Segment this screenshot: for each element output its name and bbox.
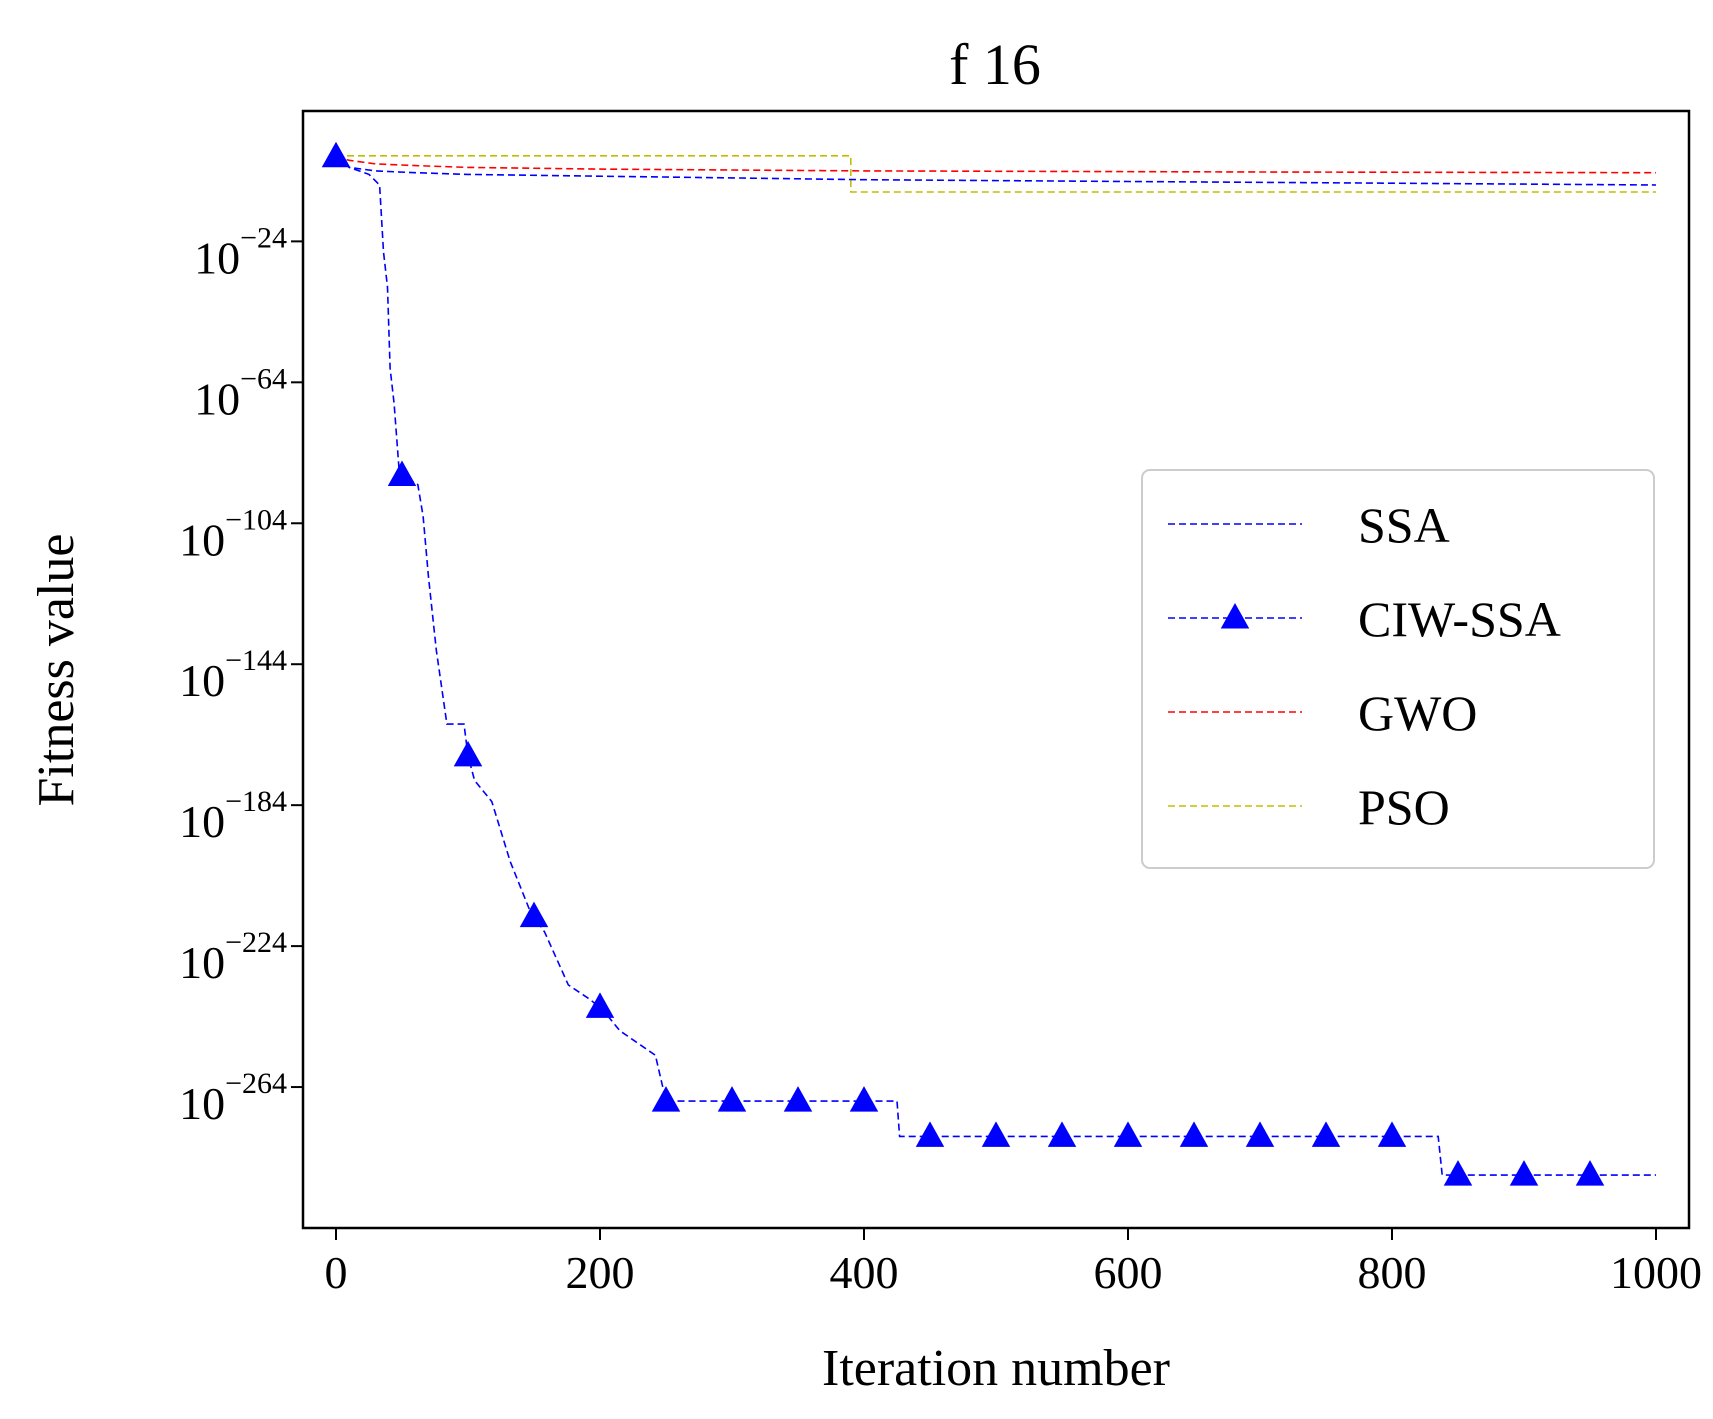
y-tick-label: 10−184	[179, 785, 287, 847]
y-tick-label: 10−64	[194, 362, 287, 424]
x-tick-label: 200	[566, 1247, 635, 1298]
marker-ciw-ssa-800	[1377, 1121, 1407, 1147]
y-axis-title: Fitness value	[28, 534, 85, 807]
x-tick-label: 1000	[1610, 1247, 1702, 1298]
series-line-gwo	[335, 156, 1657, 174]
y-tick-label: 10−104	[179, 503, 287, 565]
legend: SSA CIW-SSA GWO PSO	[1141, 469, 1655, 869]
series-line-pso	[336, 155, 1656, 193]
x-tick-label: 600	[1094, 1247, 1163, 1298]
plot-area	[321, 141, 1657, 1186]
legend-label-gwo: GWO	[1358, 685, 1477, 741]
marker-ciw-ssa-150	[519, 901, 549, 928]
marker-ciw-ssa-300	[717, 1086, 747, 1112]
y-tick-label: 10−264	[179, 1067, 287, 1129]
marker-ciw-ssa-750	[1311, 1121, 1341, 1147]
marker-ciw-ssa-500	[981, 1121, 1011, 1147]
marker-ciw-ssa-850	[1443, 1160, 1473, 1186]
legend-box	[1141, 469, 1655, 869]
marker-ciw-ssa-200	[585, 992, 615, 1018]
y-tick-label: 10−144	[179, 644, 287, 706]
marker-ciw-ssa-450	[915, 1121, 945, 1147]
marker-ciw-ssa-700	[1245, 1121, 1275, 1147]
marker-ciw-ssa-250	[651, 1086, 681, 1112]
x-tick-label: 400	[830, 1247, 899, 1298]
marker-ciw-ssa-950	[1575, 1160, 1605, 1186]
marker-ciw-ssa-650	[1179, 1121, 1209, 1147]
marker-ciw-ssa-350	[783, 1086, 813, 1112]
legend-marker-ciw-ssa	[1220, 603, 1250, 629]
x-axis: 0 200 400 600 800 1000	[325, 1228, 1702, 1298]
marker-ciw-ssa-400	[849, 1086, 879, 1112]
x-tick-label: 800	[1358, 1247, 1427, 1298]
marker-ciw-ssa-600	[1113, 1121, 1143, 1147]
legend-label-ssa: SSA	[1358, 497, 1450, 553]
legend-label-ciw-ssa: CIW-SSA	[1358, 591, 1561, 647]
x-axis-title: Iteration number	[822, 1340, 1170, 1397]
marker-ciw-ssa-100	[453, 740, 483, 767]
y-tick-label: 10−224	[179, 926, 287, 988]
y-tick-label: 10−24	[194, 221, 287, 283]
chart-title: f 16	[949, 32, 1041, 97]
marker-ciw-ssa-550	[1047, 1121, 1077, 1147]
x-tick-label: 0	[325, 1247, 348, 1298]
marker-ciw-ssa-50	[387, 460, 417, 486]
marker-ciw-ssa-0	[321, 141, 351, 168]
y-axis: 10−24 10−64 10−104 10−144 10−184 10−224 10−264	[179, 221, 303, 1129]
axes-frame	[301, 109, 1691, 1230]
marker-ciw-ssa-900	[1509, 1160, 1539, 1186]
legend-label-pso: PSO	[1358, 779, 1450, 835]
series-line-ssa	[335, 156, 1657, 186]
